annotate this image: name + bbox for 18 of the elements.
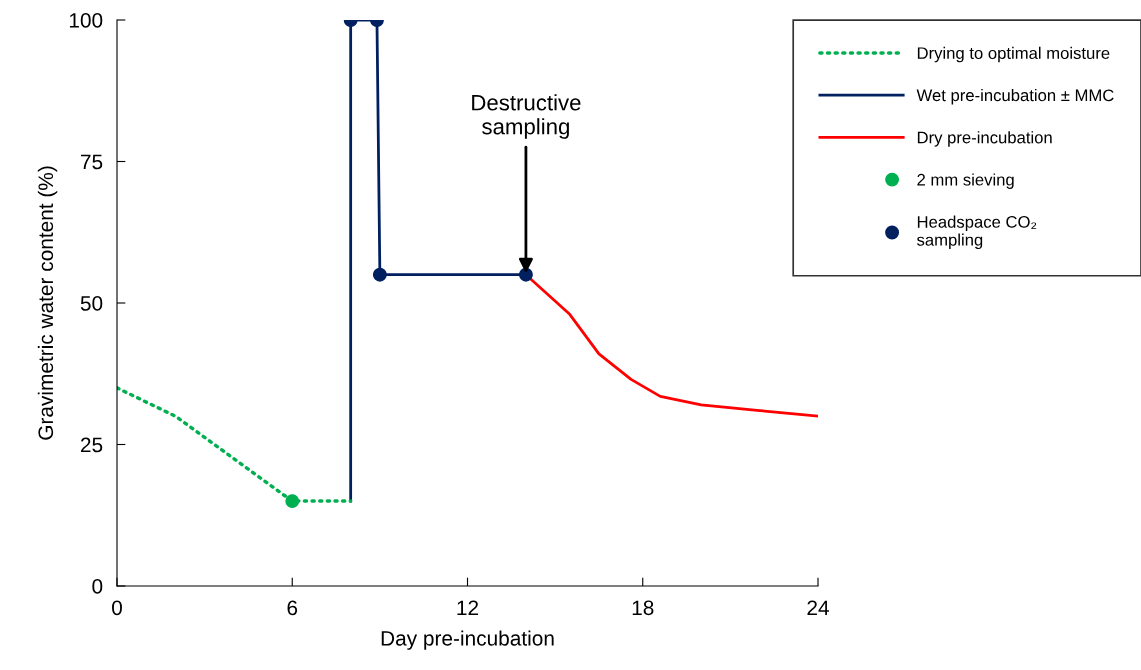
y-tick-label: 25	[80, 437, 103, 453]
x-tick-label: 0	[112, 600, 122, 616]
y-tick-label: 75	[81, 154, 103, 170]
y-axis-title: Gravimetric water content (%)	[37, 166, 58, 440]
y-tick-label: 100	[69, 13, 103, 28]
annotation: Destructive sampling	[472, 94, 581, 139]
legend-label: 2 mm sieving	[917, 173, 1014, 189]
x-tick-label: 6	[287, 600, 298, 616]
legend-label: Drying to optimal moisture	[917, 46, 1110, 63]
x-tick-label: 18	[632, 600, 654, 616]
x-tick-label: 24	[807, 600, 829, 615]
legend-label: Headspace CO₂ sampling	[917, 215, 1037, 250]
x-axis-title: Day pre-incubation	[381, 630, 554, 650]
y-tick-label: 50	[80, 296, 103, 311]
legend-label: Wet pre-incubation ± MMC	[916, 88, 1114, 105]
x-tick-label: 12	[457, 600, 479, 615]
legend-label: Dry pre-incubation	[917, 131, 1052, 147]
y-tick-label: 0	[92, 579, 103, 594]
